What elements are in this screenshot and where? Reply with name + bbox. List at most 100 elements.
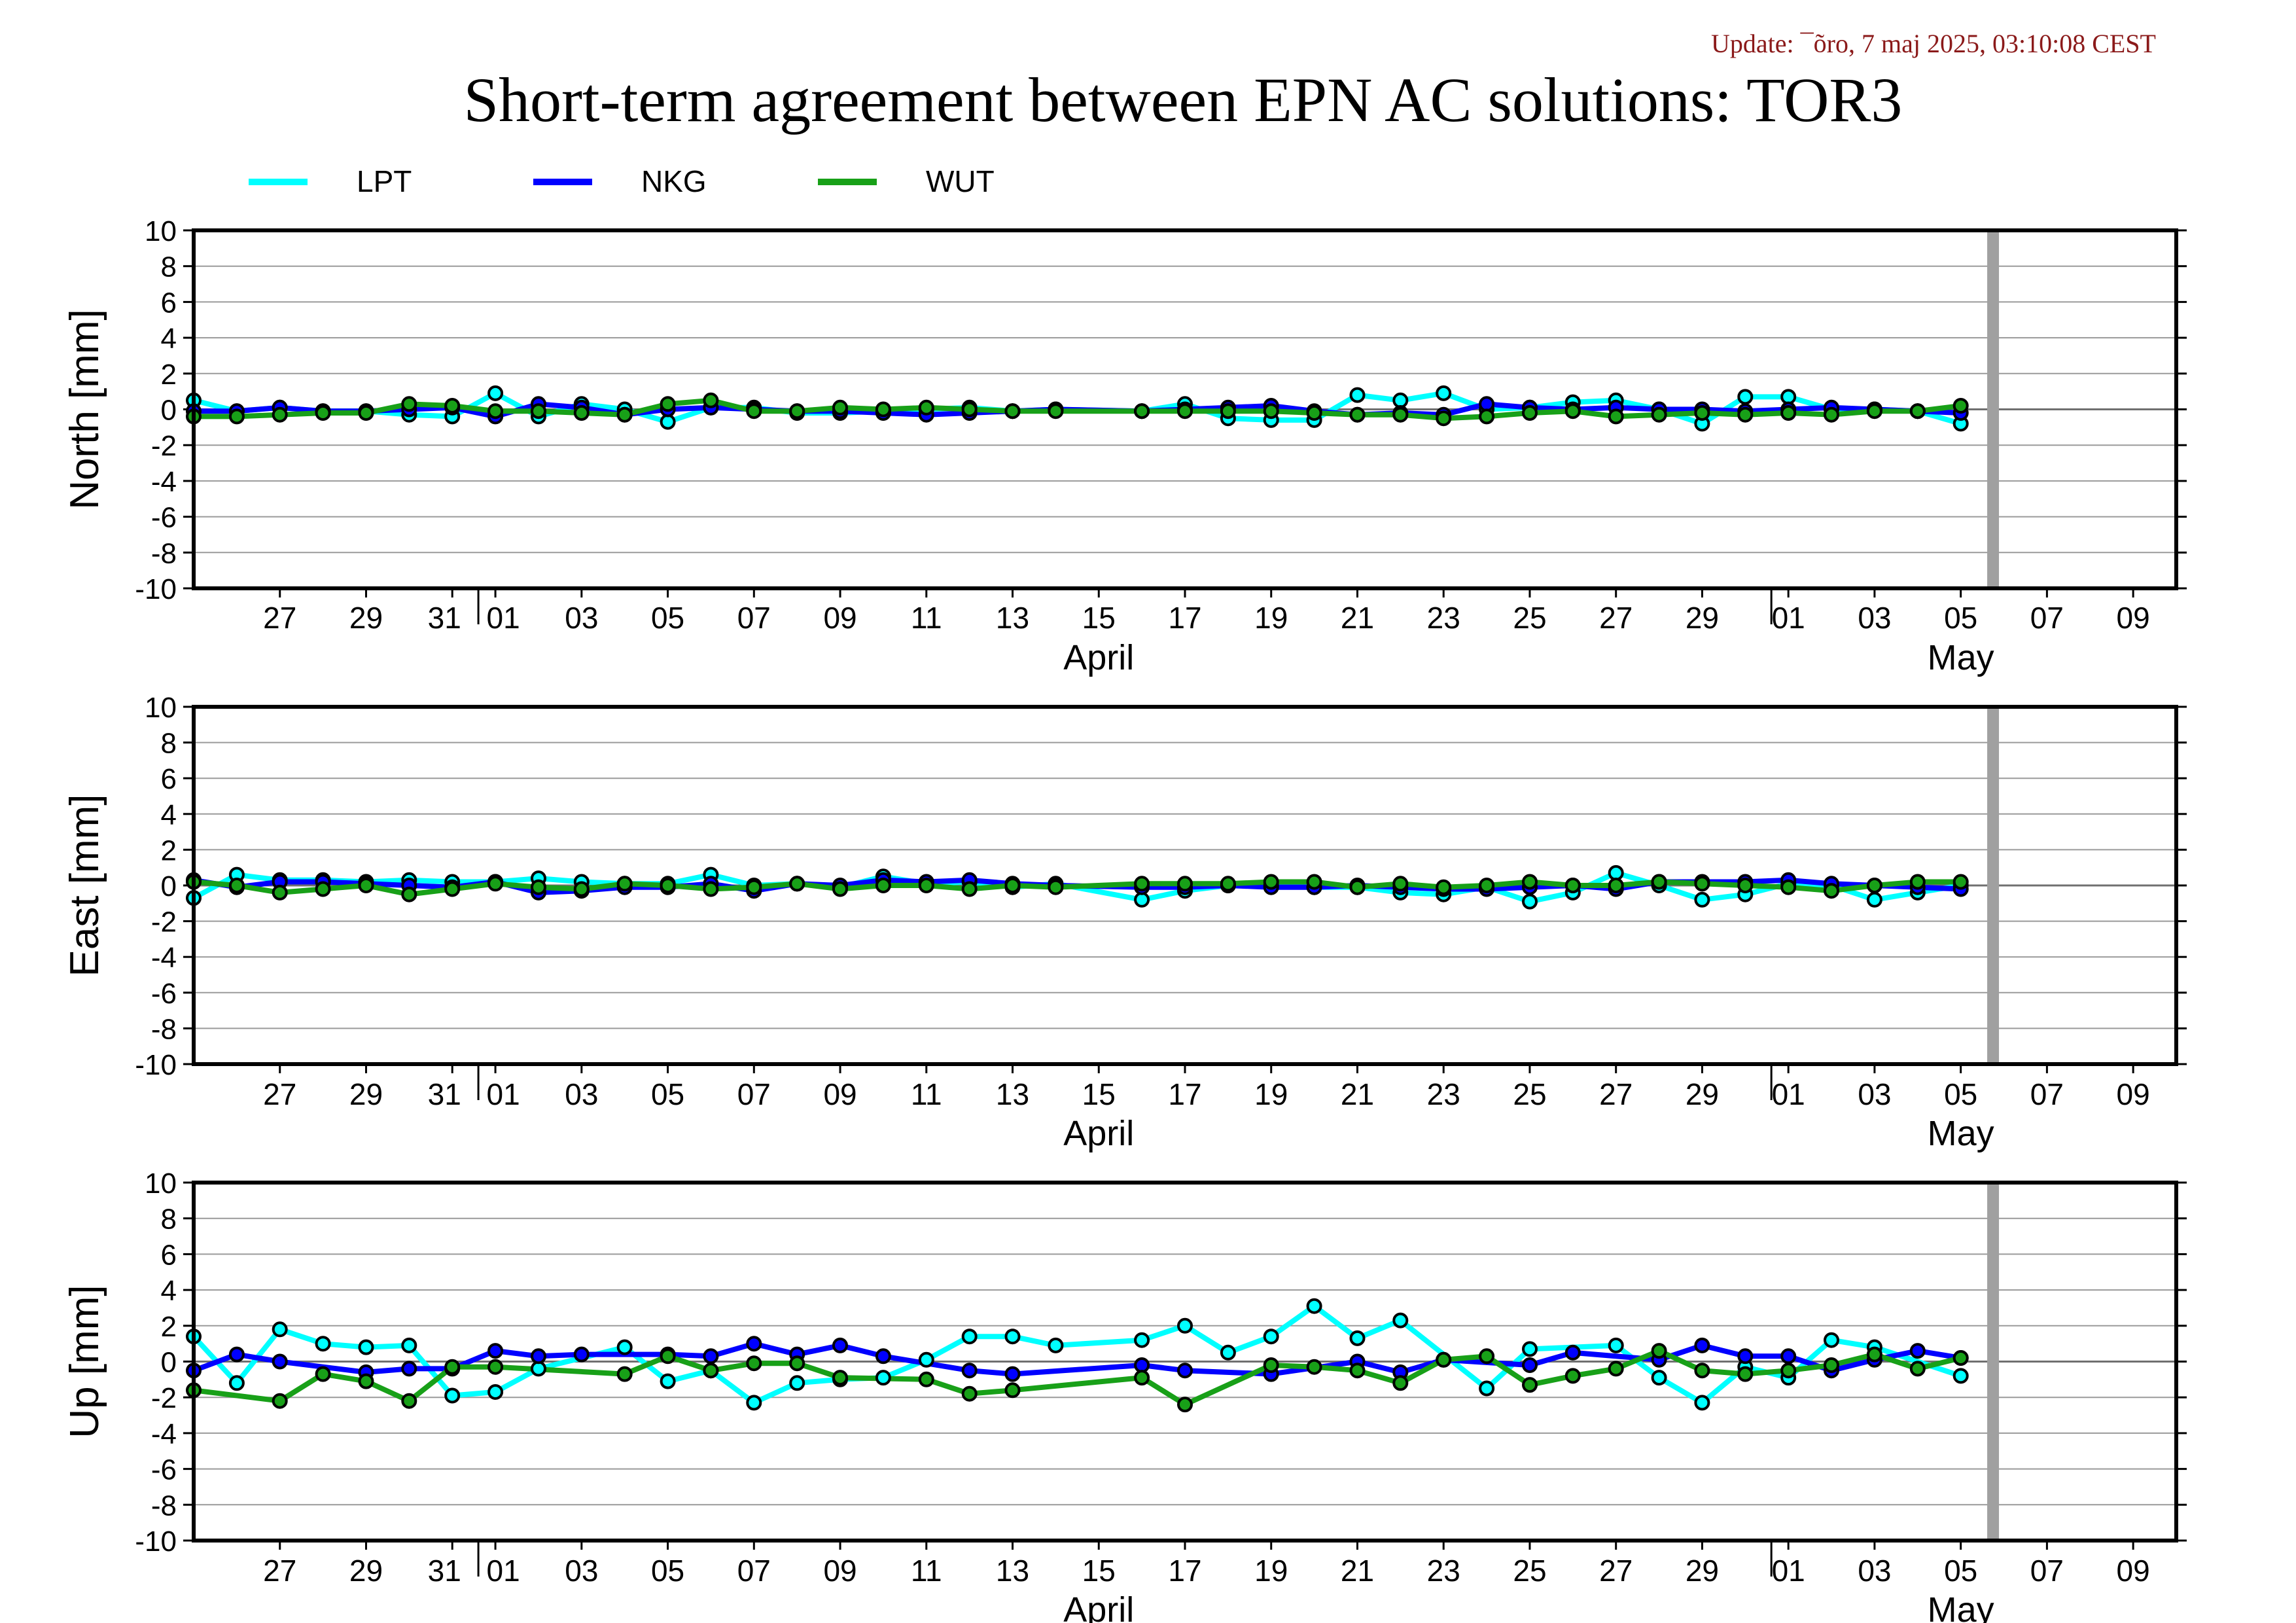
data-point-wut bbox=[1694, 1363, 1710, 1379]
x-tick-label: 05 bbox=[651, 1077, 684, 1111]
data-point-wut bbox=[1436, 879, 1452, 895]
data-point-lpt bbox=[1134, 1332, 1150, 1348]
data-point-wut bbox=[1349, 406, 1366, 423]
data-point-wut bbox=[315, 881, 331, 897]
x-tick-label: 15 bbox=[1082, 601, 1116, 635]
data-point-lpt bbox=[1651, 1370, 1667, 1386]
data-point-wut bbox=[832, 1370, 848, 1386]
data-point-nkg bbox=[272, 1353, 288, 1370]
data-point-lpt bbox=[272, 1321, 288, 1338]
data-point-wut bbox=[1522, 1377, 1538, 1393]
data-point-wut bbox=[1651, 406, 1667, 423]
month-label: May bbox=[1928, 638, 1994, 677]
data-point-wut bbox=[1048, 403, 1064, 419]
month-label: April bbox=[1063, 638, 1134, 677]
data-point-lpt bbox=[444, 1387, 461, 1404]
x-tick-label: 29 bbox=[1686, 1077, 1719, 1111]
data-point-nkg bbox=[1522, 1357, 1538, 1373]
data-point-wut bbox=[1737, 878, 1754, 893]
y-tick-label: 2 bbox=[161, 834, 177, 866]
y-tick-label: 6 bbox=[161, 763, 177, 795]
data-point-wut bbox=[1952, 398, 1969, 414]
data-point-nkg bbox=[1909, 1343, 1926, 1359]
data-point-wut bbox=[1177, 1397, 1193, 1413]
data-point-wut bbox=[1004, 878, 1021, 893]
data-point-wut bbox=[1349, 1363, 1366, 1379]
x-tick-label: 03 bbox=[1858, 1077, 1891, 1111]
data-point-wut bbox=[573, 881, 590, 897]
x-tick-label: 07 bbox=[737, 1077, 771, 1111]
data-point-wut bbox=[531, 403, 546, 419]
data-point-wut bbox=[358, 405, 374, 421]
data-point-wut bbox=[1522, 874, 1538, 890]
data-point-lpt bbox=[1824, 1332, 1839, 1348]
data-point-wut bbox=[1780, 405, 1797, 421]
x-tick-label: 09 bbox=[2117, 601, 2150, 635]
data-point-wut bbox=[918, 878, 934, 893]
data-point-lpt bbox=[1522, 1341, 1538, 1357]
data-point-wut bbox=[1263, 874, 1279, 890]
data-point-lpt bbox=[1694, 1395, 1710, 1411]
y-tick-label: 8 bbox=[161, 1204, 177, 1236]
x-tick-label: 23 bbox=[1427, 601, 1460, 635]
y-tick-label: -4 bbox=[151, 466, 177, 498]
x-tick-label: 03 bbox=[565, 601, 598, 635]
y-axis-label: North [mm] bbox=[62, 309, 107, 510]
data-point-lpt bbox=[1608, 1337, 1624, 1353]
y-tick-label: -8 bbox=[151, 1489, 177, 1522]
data-point-lpt bbox=[1349, 387, 1366, 403]
x-tick-label: 09 bbox=[2117, 1554, 2150, 1588]
y-tick-label: -4 bbox=[151, 1418, 177, 1450]
data-point-lpt bbox=[358, 1339, 374, 1355]
y-tick-label: 0 bbox=[161, 870, 177, 902]
y-tick-label: -6 bbox=[151, 978, 177, 1010]
data-point-wut bbox=[1564, 1368, 1581, 1384]
x-tick-label: 27 bbox=[263, 601, 296, 635]
data-point-wut bbox=[401, 396, 417, 412]
data-point-wut bbox=[272, 406, 288, 423]
data-point-lpt bbox=[1177, 1317, 1193, 1334]
y-tick-label: 4 bbox=[161, 799, 177, 831]
data-point-wut bbox=[875, 401, 891, 418]
data-point-lpt bbox=[315, 1336, 331, 1352]
y-tick-label: -10 bbox=[135, 1525, 177, 1558]
legend-label-lpt: LPT bbox=[357, 164, 412, 198]
x-tick-label: 03 bbox=[565, 1077, 598, 1111]
x-tick-label: 13 bbox=[996, 1077, 1029, 1111]
data-point-wut bbox=[444, 1359, 461, 1375]
data-point-wut bbox=[961, 881, 978, 897]
x-tick-label: 01 bbox=[487, 601, 520, 635]
data-point-lpt bbox=[961, 1329, 978, 1345]
data-point-wut bbox=[228, 878, 245, 893]
x-tick-label: 11 bbox=[911, 601, 942, 635]
data-point-wut bbox=[272, 884, 288, 901]
x-tick-label: 09 bbox=[823, 1554, 857, 1588]
x-tick-label: 21 bbox=[1341, 1077, 1374, 1111]
data-point-lpt bbox=[1263, 1329, 1279, 1345]
data-point-nkg bbox=[1694, 1337, 1710, 1353]
data-point-wut bbox=[444, 881, 461, 897]
data-point-lpt bbox=[660, 1373, 676, 1389]
data-point-wut bbox=[1392, 876, 1409, 892]
data-point-wut bbox=[1909, 1361, 1926, 1377]
data-point-wut bbox=[1263, 403, 1279, 419]
data-point-lpt bbox=[487, 385, 504, 401]
x-tick-label: 15 bbox=[1082, 1554, 1116, 1588]
x-tick-label: 01 bbox=[1772, 1077, 1805, 1111]
data-point-wut bbox=[660, 1348, 676, 1364]
data-point-wut bbox=[1306, 874, 1322, 890]
data-point-lpt bbox=[918, 1351, 934, 1368]
data-point-wut bbox=[487, 876, 504, 892]
data-point-wut bbox=[401, 1393, 417, 1409]
data-point-wut bbox=[1134, 403, 1150, 419]
x-tick-label: 31 bbox=[428, 1077, 461, 1111]
data-point-wut bbox=[1737, 406, 1754, 423]
data-point-wut bbox=[1694, 876, 1710, 892]
data-point-wut bbox=[1392, 1375, 1409, 1391]
data-point-wut bbox=[1564, 878, 1581, 893]
x-tick-label: 05 bbox=[651, 601, 684, 635]
panel-3: -10-8-6 -4 -20 2 4 68 10 27 29 31 01 03 05 07 09 11 13 15… bbox=[62, 1168, 2187, 1623]
y-tick-label: 10 bbox=[145, 1168, 177, 1200]
x-tick-label: 25 bbox=[1513, 601, 1546, 635]
data-point-wut bbox=[1306, 1359, 1322, 1375]
